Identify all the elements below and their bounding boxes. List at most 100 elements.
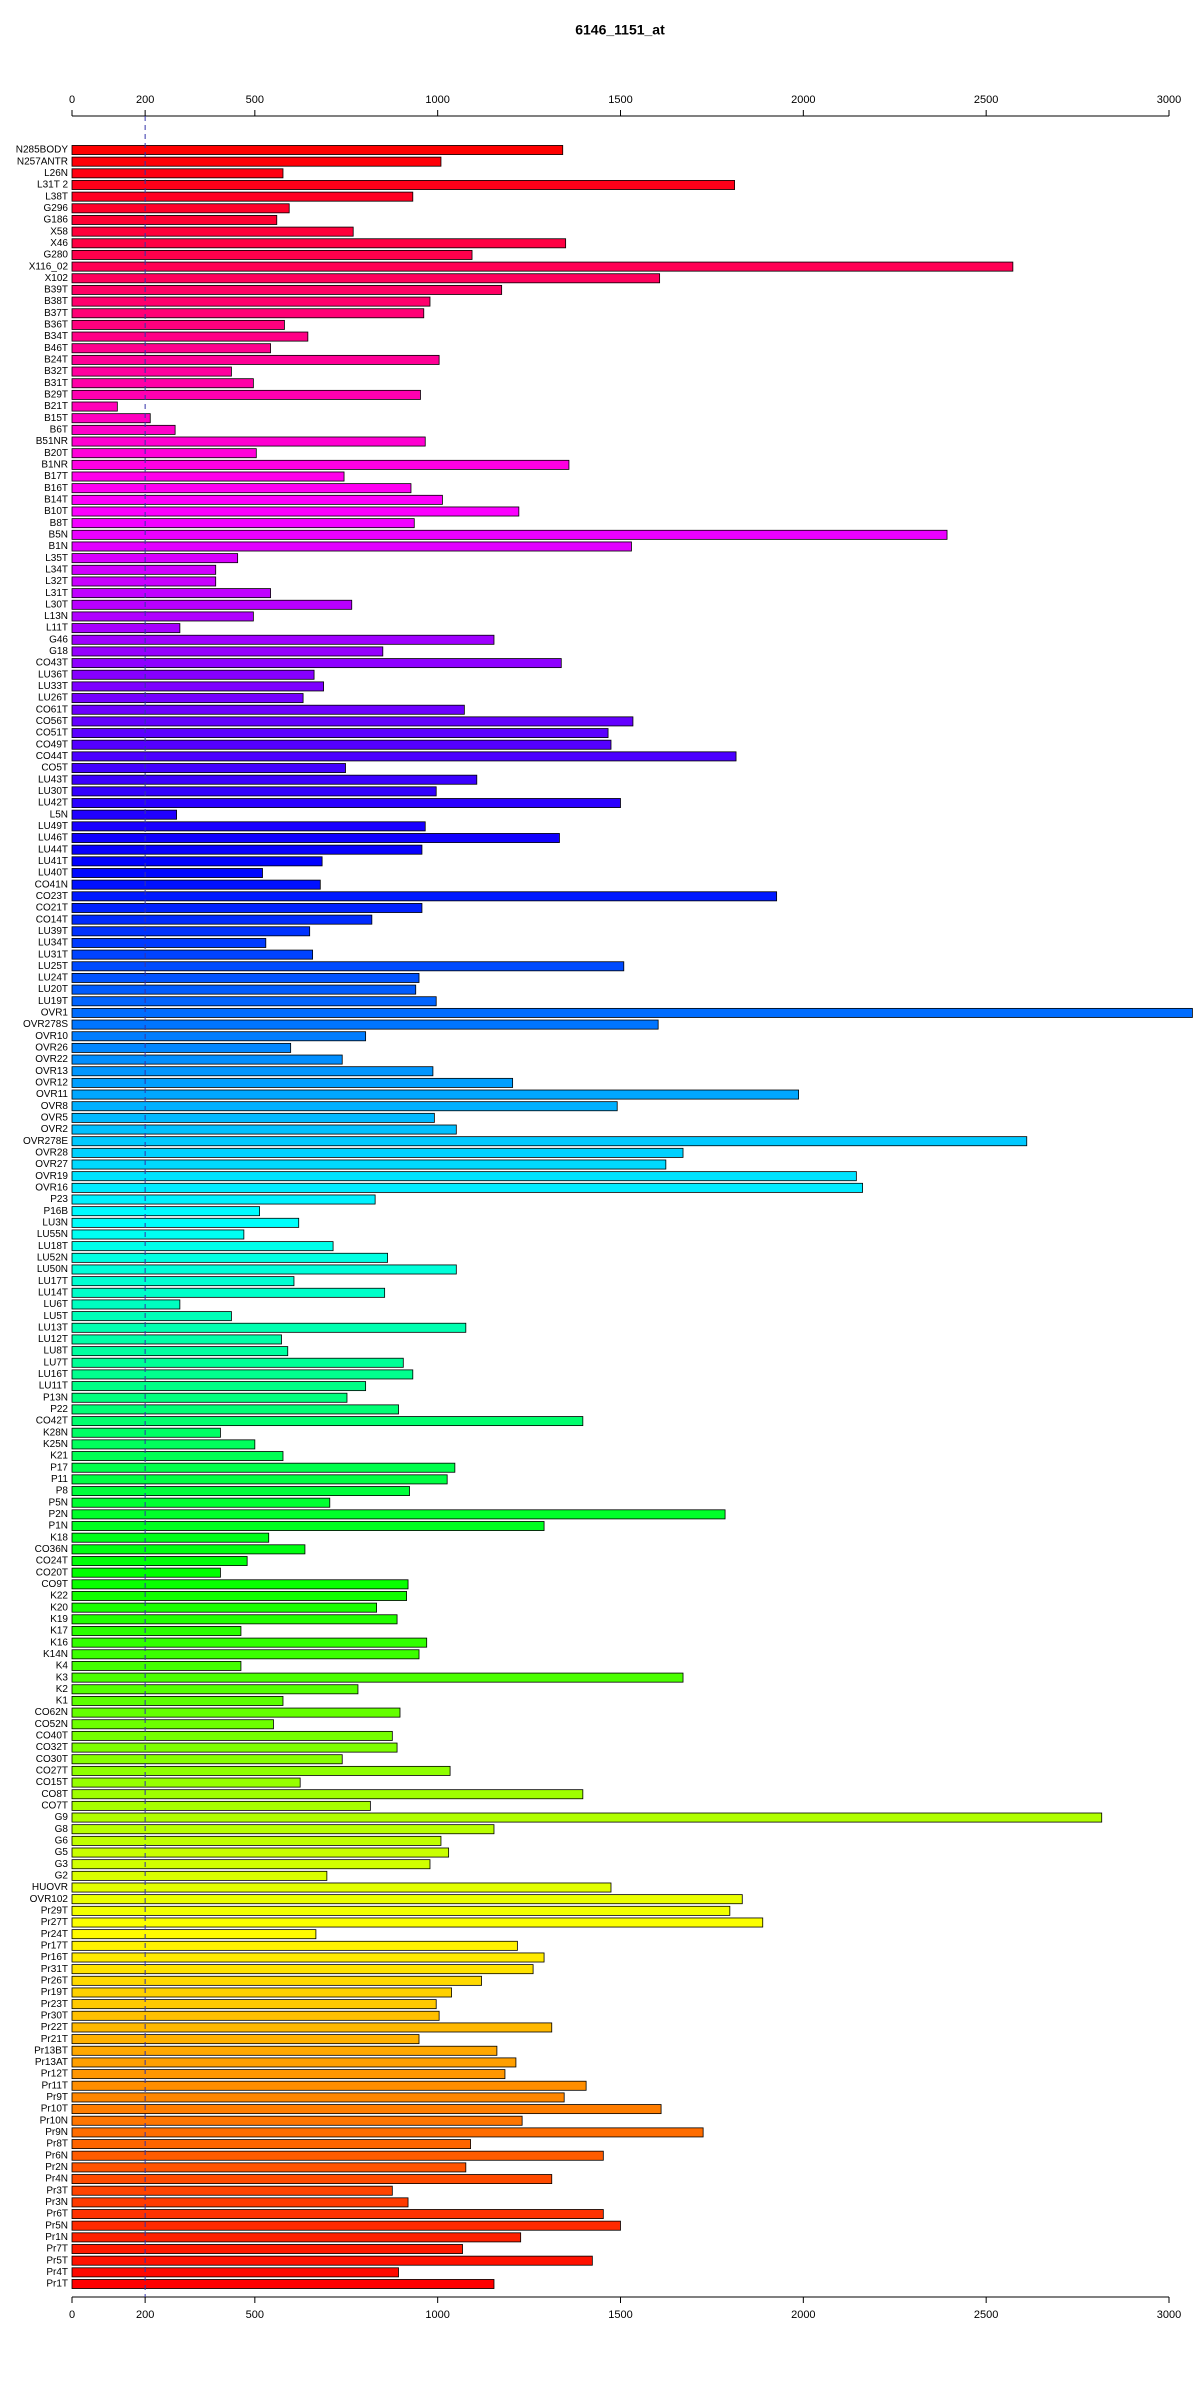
bar <box>71 1112 435 1123</box>
x-tick-label: 500 <box>246 2309 264 2321</box>
y-tick-label: LU30T <box>38 786 68 797</box>
x-tick-label: 1500 <box>608 2309 632 2321</box>
bar <box>71 763 346 773</box>
bar <box>71 2115 523 2126</box>
bar <box>71 1031 367 1042</box>
y-tick-label: LU46T <box>38 833 68 844</box>
y-tick-label: LU14T <box>38 1287 68 1298</box>
y-tick-label: Pr5T <box>46 2255 68 2266</box>
y-tick-label: Pr1T <box>46 2279 68 2290</box>
bar <box>71 2279 495 2289</box>
y-tick-label: OVR22 <box>35 1054 68 1065</box>
bar <box>71 331 309 342</box>
bar <box>71 949 314 960</box>
bar <box>71 1497 331 1508</box>
y-tick-label: LU33T <box>38 681 68 692</box>
x-tick-label: 0 <box>69 94 75 106</box>
y-tick-label: Pr23T <box>41 1999 68 2010</box>
bar <box>71 972 420 983</box>
y-tick-label: P22 <box>50 1404 68 1415</box>
y-tick-label: Pr8T <box>46 2139 68 2150</box>
y-tick-label: LU7T <box>44 1357 68 1368</box>
bar <box>71 914 373 925</box>
y-tick-label: Pr7T <box>46 2244 68 2255</box>
y-tick-label: K3 <box>56 1672 69 1683</box>
y-tick-label: X46 <box>50 238 68 249</box>
y-tick-label: CO21T <box>36 903 68 914</box>
y-tick-label: Pr2N <box>45 2162 68 2173</box>
bar <box>71 1929 317 1940</box>
y-tick-label: OVR16 <box>35 1182 68 1193</box>
y-tick-label: CO27T <box>36 1766 68 1777</box>
y-tick-label: G5 <box>55 1847 69 1858</box>
y-tick-label: Pr12T <box>41 2069 68 2080</box>
y-tick-label: Pr27T <box>41 1917 68 1928</box>
bar <box>71 938 267 948</box>
bar <box>71 1194 376 1205</box>
bar <box>71 1789 584 1800</box>
bar <box>71 716 634 727</box>
y-tick-label: CO24T <box>36 1556 68 1567</box>
y-tick-label: OVR10 <box>35 1031 68 1042</box>
y-tick-label: LU16T <box>38 1369 68 1380</box>
bar <box>71 2267 399 2278</box>
bar <box>71 1894 743 1905</box>
y-tick-label: CO8T <box>41 1789 68 1800</box>
bar <box>71 1777 301 1788</box>
bar <box>71 1159 667 1170</box>
bar <box>71 2010 440 2021</box>
bar <box>71 1124 457 1135</box>
bar <box>71 1369 414 1380</box>
bar <box>71 844 423 855</box>
bar <box>71 506 520 517</box>
y-tick-label: Pr5N <box>45 2220 68 2231</box>
bar <box>71 1007 1193 1018</box>
y-tick-label: CO23T <box>36 891 68 902</box>
y-tick-label: OVR278E <box>23 1136 68 1147</box>
y-tick-label: LU40T <box>38 868 68 879</box>
bar <box>71 1182 863 1193</box>
bar <box>71 1439 256 1450</box>
y-tick-label: Pr10T <box>41 2104 68 2115</box>
y-tick-label: G280 <box>44 250 69 261</box>
bar <box>71 1264 457 1275</box>
y-tick-label: CO61T <box>36 704 68 715</box>
bar <box>71 1346 289 1357</box>
y-tick-label: K1 <box>56 1696 69 1707</box>
y-tick-label: B1N <box>49 541 68 552</box>
bar <box>71 576 217 587</box>
y-tick-label: G3 <box>55 1859 69 1870</box>
y-tick-label: Pr24T <box>41 1929 68 1940</box>
y-tick-label: OVR1 <box>41 1008 69 1019</box>
bar <box>71 646 384 657</box>
y-tick-label: K14N <box>43 1649 68 1660</box>
y-tick-label: CO9T <box>41 1579 68 1590</box>
y-tick-label: OVR27 <box>35 1159 68 1170</box>
bar <box>71 541 632 552</box>
bar <box>71 798 621 808</box>
bar <box>71 2150 604 2161</box>
bar <box>71 261 1014 272</box>
y-tick-label: Pr1N <box>45 2232 68 2243</box>
bar <box>71 1404 399 1415</box>
bar <box>71 1800 371 1811</box>
y-tick-label: B20T <box>44 448 68 459</box>
bar <box>71 1252 388 1263</box>
bar <box>71 168 284 179</box>
bar <box>71 354 440 365</box>
bar <box>71 1486 410 1496</box>
y-tick-label: Pr31T <box>41 1964 68 1975</box>
bar <box>71 2185 393 2196</box>
bar <box>71 599 353 610</box>
bar <box>71 704 465 715</box>
x-tick-label: 2500 <box>974 94 998 106</box>
bar <box>71 1614 398 1625</box>
bar <box>71 1136 1028 1147</box>
y-tick-label: LU50N <box>37 1264 68 1275</box>
y-tick-label: LU17T <box>38 1276 68 1287</box>
y-tick-label: OVR19 <box>35 1171 68 1182</box>
bar <box>71 145 564 155</box>
y-tick-label: LU36T <box>38 669 68 680</box>
x-tick-label: 1500 <box>608 94 632 106</box>
bar <box>71 1101 618 1112</box>
